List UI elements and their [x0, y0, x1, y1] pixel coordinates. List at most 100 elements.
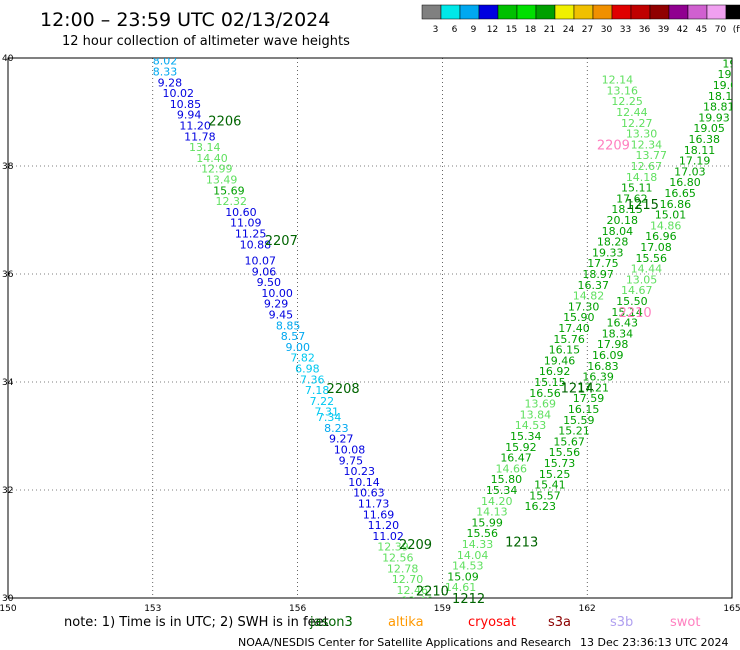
x-tick-label: 156 [289, 604, 306, 614]
wave-height-label: 8.02 [153, 55, 178, 68]
track-label: 2207 [265, 234, 298, 249]
track-label: 1215 [626, 198, 659, 213]
wave-height-label: 16.15 [549, 344, 581, 357]
track-label: 1213 [505, 535, 538, 550]
axis-ticks: 150 153 156 159 162 165 30 32 34 36 38 40 [0, 54, 740, 614]
wave-height-label: 19. [722, 57, 740, 70]
x-tick-label: 165 [723, 604, 740, 614]
wave-height-label: 13.16 [607, 84, 639, 97]
legend-swatch [554, 4, 575, 20]
wave-height-label: 14.40 [196, 152, 228, 165]
wave-height-label: 18.81 [703, 101, 735, 114]
wave-height-label: 12.32 [216, 195, 248, 208]
track-label: 2209 [399, 538, 432, 553]
wave-height-label: 17.19 [679, 155, 711, 168]
legend-swatch [725, 4, 740, 20]
wave-height-label: 17.59 [573, 392, 605, 405]
wave-height-label: 18.97 [582, 268, 614, 281]
y-tick-label: 38 [2, 162, 14, 172]
x-tick-label: 162 [579, 604, 596, 614]
footer-note: note: 1) Time is in UTC; 2) SWH is in fe… [64, 615, 329, 630]
legend-swatch [649, 4, 670, 20]
legend-scale-label: 45 [696, 25, 707, 35]
legend-swatch [516, 4, 537, 20]
wave-height-label: 14.44 [631, 263, 663, 276]
wave-height-label: 16.23 [524, 500, 556, 513]
wave-height-label: 16.86 [660, 198, 692, 211]
wave-height-label: 10.02 [162, 87, 194, 100]
wave-height-label: 13.84 [520, 408, 552, 421]
wave-height-label: 15.73 [544, 457, 576, 470]
wave-height-label: 12.67 [631, 160, 663, 173]
wave-height-label: 17.62 [616, 192, 648, 205]
wave-height-label: 11.78 [184, 130, 216, 143]
footer-credit: NOAA/NESDIS Center for Satellite Applica… [238, 636, 571, 649]
wave-height-label: 15.92 [505, 441, 537, 454]
wave-height-label: 15.09 [447, 570, 479, 583]
wave-height-label: 15.57 [529, 489, 561, 502]
wave-height-label: 18.04 [602, 225, 634, 238]
wave-height-label: 15.11 [621, 182, 653, 195]
wave-height-label: 12.70 [392, 573, 424, 586]
legend-scale-label: 36 [639, 25, 651, 35]
wave-height-label: 15.67 [553, 435, 585, 448]
wave-height-label: 12.39 [377, 541, 409, 554]
wave-height-label: 12.14 [602, 74, 634, 87]
wave-height-label: 13.30 [626, 128, 658, 141]
wave-height-label: 8.33 [153, 66, 178, 79]
track-label: 2210 [416, 584, 449, 599]
wave-height-label: 10.88 [240, 238, 272, 251]
footer-timestamp: 13 Dec 23:36:13 UTC 2024 [580, 636, 728, 649]
wave-height-label: 18.15 [611, 203, 643, 216]
wave-height-label: 12.34 [631, 138, 663, 151]
wave-height-label: 13.46 [401, 595, 433, 608]
wave-height-label: 17.03 [674, 165, 706, 178]
wave-height-label: 9.27 [329, 433, 354, 446]
wave-height-label: 11.20 [368, 519, 400, 532]
wave-height-label: 8.57 [281, 330, 306, 343]
track-label: 1212 [452, 592, 485, 607]
satellite-label: cryosat [468, 615, 516, 630]
wave-height-label: 11.20 [179, 120, 211, 133]
wave-height-label: 12.56 [382, 552, 414, 565]
legend-swatch [611, 4, 632, 20]
wave-height-label: 15.34 [510, 430, 542, 443]
wave-height-label: 6.98 [295, 363, 320, 376]
legend-swatch [440, 4, 461, 20]
chart-subtitle: 12 hour collection of altimeter wave hei… [62, 34, 350, 49]
wave-height-label: 15.56 [635, 252, 667, 265]
wave-height-label: 12.27 [621, 117, 653, 130]
wave-height-label: 15.56 [467, 527, 499, 540]
wave-height-label: 18.17 [708, 90, 740, 103]
wave-height-label: 15.56 [549, 446, 581, 459]
legend-swatch [630, 4, 651, 20]
wave-height-label: 14.33 [462, 538, 494, 551]
wave-height-label: 15.50 [616, 295, 648, 308]
wave-height-label: 15.01 [655, 209, 687, 222]
wave-height-label: 13.05 [626, 273, 658, 286]
wave-height-label: 7.34 [317, 411, 342, 424]
satellite-label: altika [388, 615, 424, 630]
x-tick-label: 159 [434, 604, 451, 614]
grid-lines [8, 58, 732, 598]
wave-height-label: 10.14 [348, 476, 380, 489]
wave-height-label: 15.76 [553, 333, 585, 346]
wave-height-label: 15.34 [486, 484, 517, 497]
wave-height-label: 9.00 [286, 341, 311, 354]
wave-height-label: 16.96 [645, 230, 677, 243]
wave-height-label: 14.18 [626, 171, 658, 184]
wave-height-label: 14.53 [452, 560, 484, 573]
wave-height-label: 16.37 [578, 279, 610, 292]
legend-scale-label: 27 [582, 25, 593, 35]
wave-height-label: 19.33 [592, 246, 624, 259]
y-tick-label: 36 [2, 270, 14, 280]
satellite-label: s3a [548, 615, 571, 630]
legend-swatch [573, 4, 594, 20]
wave-height-labels: 8.028.339.2810.0210.859.9411.2011.7813.1… [153, 55, 740, 608]
wave-height-label: 14.04 [457, 549, 489, 562]
wave-height-label: 11.02 [372, 530, 404, 543]
wave-height-label: 16.15 [568, 403, 600, 416]
wave-height-label: 9.45 [269, 309, 294, 322]
satellite-legend: jason3 altika cryosat s3a s3b swot [309, 615, 700, 630]
x-tick-label: 153 [144, 604, 161, 614]
